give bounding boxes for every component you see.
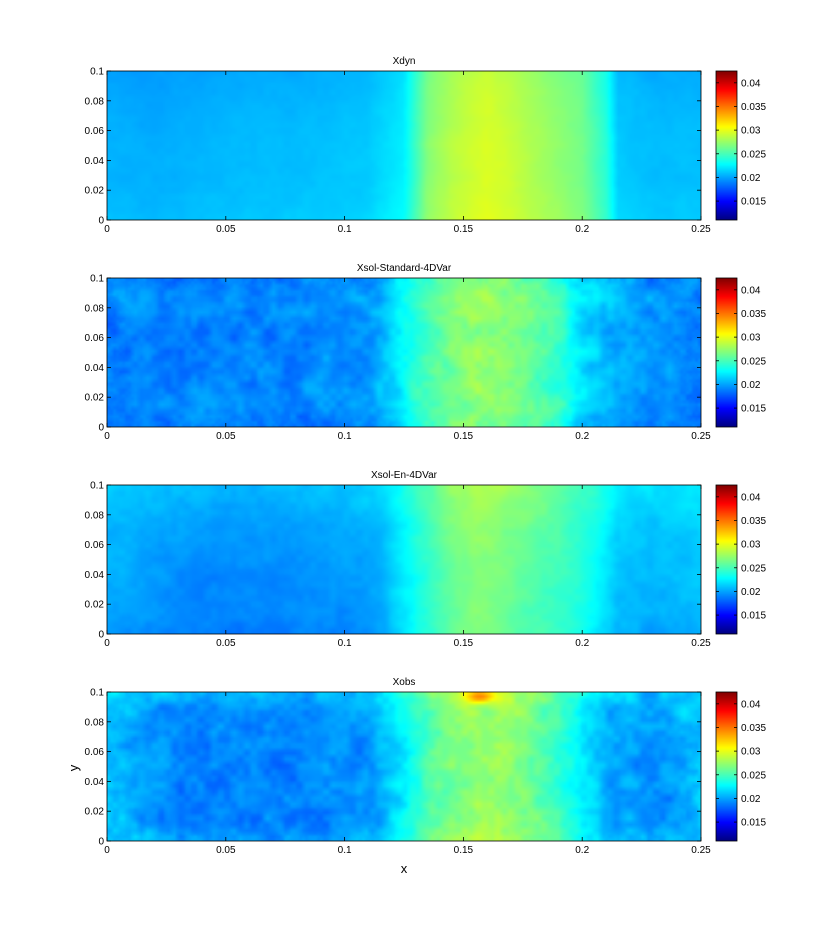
colorbar-tick-label: 0.015: [741, 404, 766, 415]
colorbar: [716, 485, 737, 634]
x-tick-label: 0.25: [691, 845, 711, 856]
x-tick-label: 0.2: [575, 431, 589, 442]
x-tick-label: 0.2: [575, 845, 589, 856]
y-tick-label: 0.02: [85, 393, 105, 404]
colorbar-tick-label: 0.025: [741, 770, 766, 781]
x-tick-label: 0.25: [691, 224, 711, 235]
y-tick-label: 0: [98, 837, 104, 848]
figure-xlabel: x: [401, 861, 408, 876]
x-tick-label: 0: [104, 638, 110, 649]
colorbar-tick-label: 0.035: [741, 309, 766, 320]
y-tick-label: 0.04: [85, 156, 105, 167]
y-tick-label: 0.06: [85, 333, 105, 344]
x-tick-label: 0: [104, 224, 110, 235]
subplot-4: Xobs 0 0.05 0.1 0.15 0.2 0.25 0 0.02 0.04 0.06 0.08…: [85, 677, 767, 856]
x-tick-label: 0.05: [216, 845, 236, 856]
colorbar-tick-label: 0.035: [741, 516, 766, 527]
y-tick-label: 0.02: [85, 600, 105, 611]
x-tick-label: 0.2: [575, 638, 589, 649]
colorbar-tick-label: 0.015: [741, 197, 766, 208]
y-tick-label: 0.08: [85, 96, 105, 107]
x-tick-label: 0.25: [691, 638, 711, 649]
colorbar-tick-label: 0.025: [741, 356, 766, 367]
colorbar-tick-label: 0.03: [741, 126, 761, 137]
subplot-title: Xsol-En-4DVar: [371, 470, 438, 481]
y-tick-label: 0.06: [85, 747, 105, 758]
x-tick-label: 0.25: [691, 431, 711, 442]
subplot-title: Xsol-Standard-4DVar: [357, 263, 452, 274]
subplot-title: Xobs: [393, 677, 416, 688]
x-tick-label: 0: [104, 845, 110, 856]
colorbar-tick-label: 0.02: [741, 587, 761, 598]
y-tick-label: 0: [98, 630, 104, 641]
figure-ylabel: y: [66, 764, 81, 771]
x-tick-label: 0.05: [216, 638, 236, 649]
subplot-title: Xdyn: [393, 56, 416, 67]
subplot-3: Xsol-En-4DVar 0 0.05 0.1 0.15 0.2 0.25 0 0.02 0.0…: [85, 470, 767, 649]
y-tick-label: 0.1: [90, 274, 104, 285]
colorbar-tick-label: 0.04: [741, 285, 761, 296]
y-tick-label: 0: [98, 423, 104, 434]
y-tick-label: 0.08: [85, 717, 105, 728]
x-tick-label: 0.15: [454, 431, 474, 442]
colorbar-frame: [715, 484, 738, 635]
axes-frame: [106, 70, 702, 221]
x-tick-label: 0.1: [338, 224, 352, 235]
colorbar-tick-label: 0.025: [741, 563, 766, 574]
axes-frame: [106, 484, 702, 635]
y-tick-label: 0.02: [85, 186, 105, 197]
subplot-2: Xsol-Standard-4DVar 0 0.05 0.1 0.15 0.2 0.25 0 0…: [85, 263, 767, 442]
y-tick-label: 0.04: [85, 363, 105, 374]
colorbar-tick-label: 0.035: [741, 723, 766, 734]
x-tick-label: 0.15: [454, 845, 474, 856]
y-tick-label: 0.1: [90, 688, 104, 699]
x-tick-label: 0.15: [454, 224, 474, 235]
colorbar-frame: [715, 277, 738, 428]
colorbar-tick-label: 0.035: [741, 102, 766, 113]
y-tick-label: 0.06: [85, 540, 105, 551]
heatmap-field: [107, 278, 701, 427]
y-tick-label: 0.06: [85, 126, 105, 137]
heatmap-field: [107, 692, 701, 841]
axes-frame: [106, 691, 702, 842]
colorbar-tick-label: 0.025: [741, 149, 766, 160]
colorbar: [716, 692, 737, 841]
colorbar: [716, 278, 737, 427]
colorbar-tick-label: 0.015: [741, 611, 766, 622]
colorbar-tick-label: 0.03: [741, 333, 761, 344]
y-tick-label: 0.1: [90, 67, 104, 78]
colorbar-tick-label: 0.04: [741, 699, 761, 710]
x-tick-label: 0.1: [338, 845, 352, 856]
x-tick-label: 0.05: [216, 431, 236, 442]
x-tick-label: 0.05: [216, 224, 236, 235]
colorbar-tick-label: 0.03: [741, 540, 761, 551]
y-tick-label: 0.08: [85, 510, 105, 521]
axes-frame: [106, 277, 702, 428]
subplot-1: Xdyn 0 0.05 0.1 0.15 0.2 0.25 0 0.02 0.04 0.06 0.08…: [85, 56, 767, 235]
x-tick-label: 0.2: [575, 224, 589, 235]
colorbar-tick-label: 0.02: [741, 794, 761, 805]
colorbar: [716, 71, 737, 220]
x-tick-label: 0.1: [338, 431, 352, 442]
y-tick-label: 0.04: [85, 777, 105, 788]
x-tick-label: 0.1: [338, 638, 352, 649]
y-tick-label: 0.02: [85, 807, 105, 818]
heatmap-field: [107, 485, 701, 634]
heatmap-field: [107, 71, 701, 220]
y-tick-label: 0.04: [85, 570, 105, 581]
colorbar-tick-label: 0.015: [741, 818, 766, 829]
x-tick-label: 0.15: [454, 638, 474, 649]
colorbar-frame: [715, 691, 738, 842]
colorbar-tick-label: 0.04: [741, 492, 761, 503]
colorbar-tick-label: 0.04: [741, 78, 761, 89]
colorbar-tick-label: 0.02: [741, 173, 761, 184]
y-tick-label: 0.08: [85, 303, 105, 314]
colorbar-tick-label: 0.03: [741, 747, 761, 758]
colorbar-tick-label: 0.02: [741, 380, 761, 391]
x-tick-label: 0: [104, 431, 110, 442]
y-tick-label: 0.1: [90, 481, 104, 492]
colorbar-frame: [715, 70, 738, 221]
y-tick-label: 0: [98, 216, 104, 227]
